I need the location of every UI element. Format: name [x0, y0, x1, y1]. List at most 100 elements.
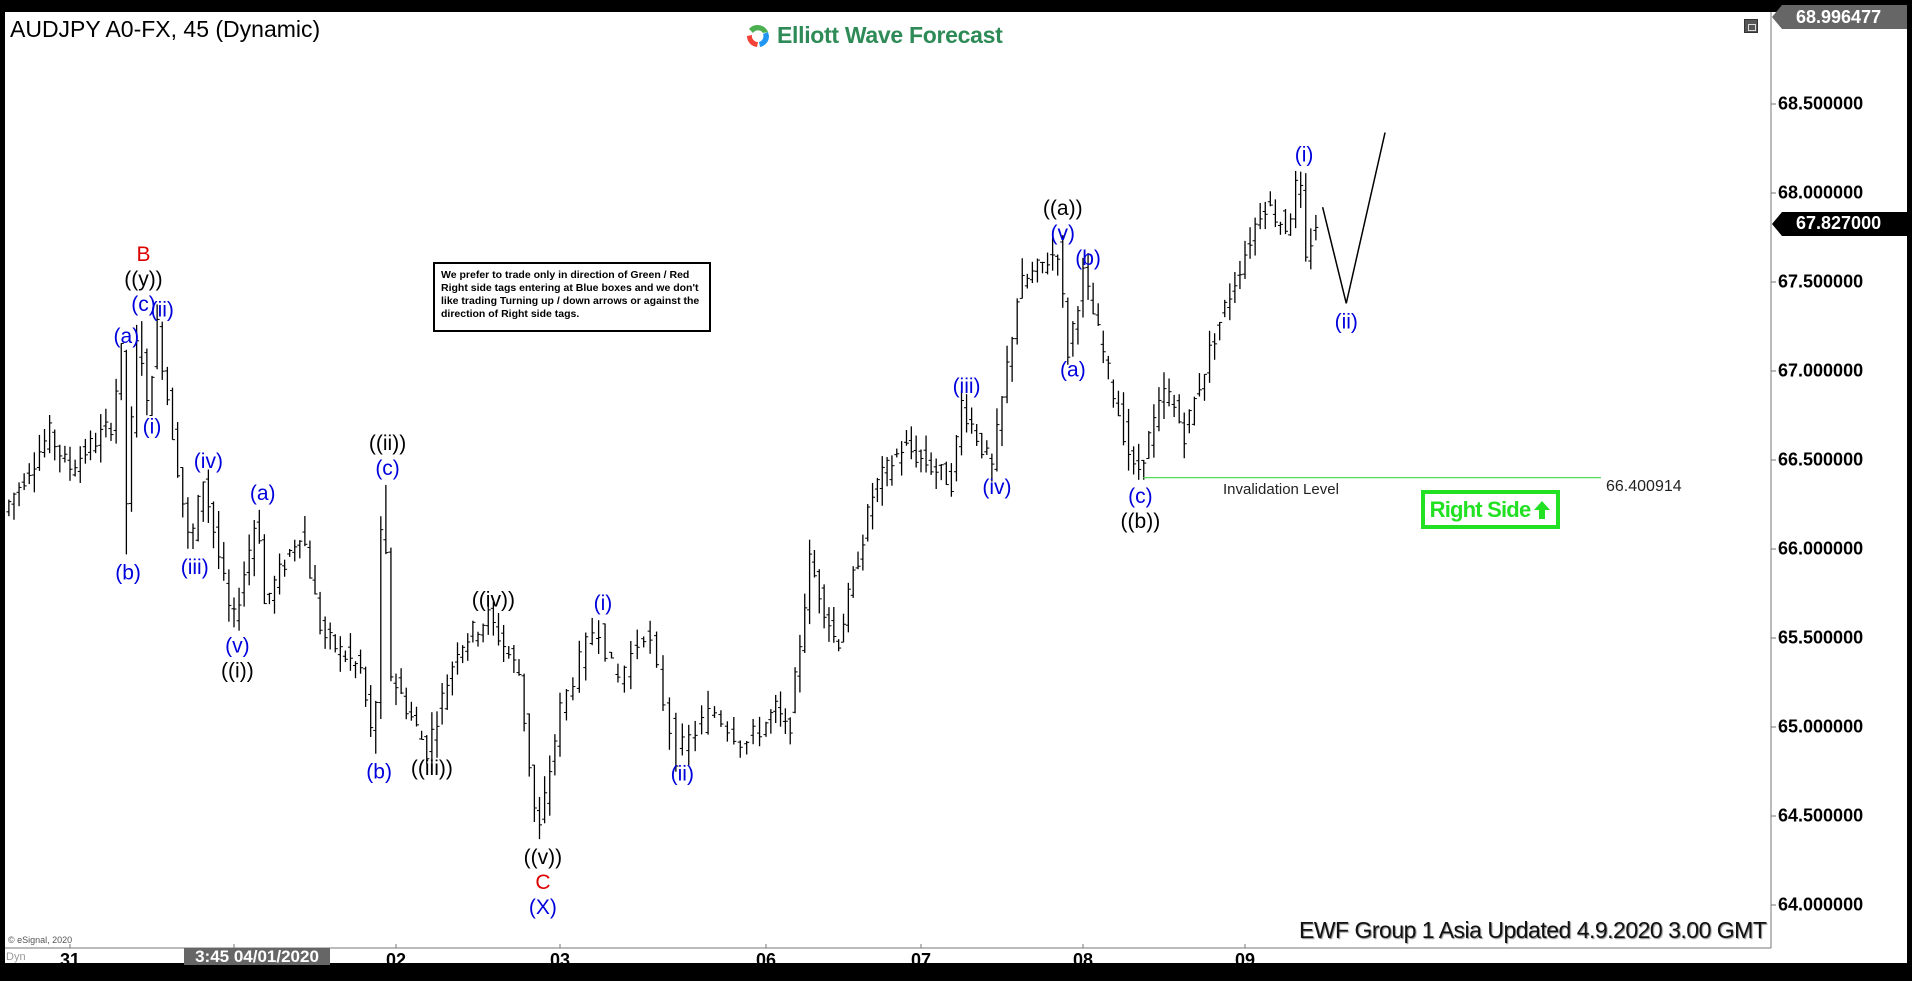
ohlc-bar — [787, 717, 793, 745]
ohlc-bar — [1303, 173, 1309, 262]
ohlc-bar — [589, 617, 595, 646]
ohlc-bar — [297, 540, 303, 559]
update-footer: EWF Group 1 Asia Updated 4.9.2020 3.00 G… — [1299, 917, 1767, 943]
ohlc-bar — [241, 561, 247, 607]
ohlc-bar — [1024, 273, 1030, 289]
ohlc-bar — [327, 622, 333, 650]
ohlc-bar — [1176, 394, 1182, 424]
arrow-up-icon — [1534, 500, 1551, 519]
ohlc-bar — [1232, 272, 1238, 303]
ohlc-bar — [811, 550, 817, 578]
ohlc-bar — [1262, 201, 1268, 230]
price-tick-label: 66.500000 — [1778, 449, 1864, 470]
ohlc-bar — [342, 650, 348, 663]
ohlc-bar — [383, 484, 389, 555]
ohlc-bar — [879, 456, 885, 506]
ohlc-bar — [802, 593, 808, 653]
price-tick-label: 64.000000 — [1778, 894, 1864, 915]
ohlc-bar — [1040, 261, 1045, 274]
ohlc-bar — [424, 735, 430, 765]
price-tick-label: 67.000000 — [1778, 360, 1864, 381]
ohlc-bar — [205, 469, 211, 523]
ohlc-bar — [903, 430, 909, 446]
ohlc-bar — [1126, 408, 1132, 471]
ohlc-bar — [31, 452, 37, 493]
ohlc-bar — [52, 429, 58, 461]
restore-window-icon[interactable] — [1744, 19, 1758, 33]
ohlc-bar — [686, 724, 692, 766]
wave-label: (ii) — [1335, 310, 1358, 333]
ohlc-bar — [1009, 336, 1015, 382]
ohlc-bar — [368, 685, 374, 737]
ohlc-bar — [26, 463, 32, 485]
ohlc-bar — [1156, 387, 1162, 432]
ohlc-bar — [1202, 373, 1207, 401]
ohlc-bar — [1313, 214, 1319, 241]
price-tick-label: 65.500000 — [1778, 627, 1864, 648]
wave-label: (a) — [250, 482, 276, 505]
ohlc-bar — [933, 458, 939, 490]
ohlc-bar — [1247, 227, 1253, 259]
ohlc-bar — [1060, 235, 1066, 308]
ohlc-bar — [979, 432, 985, 459]
ohlc-bar — [826, 607, 832, 642]
ohlc-bar — [72, 459, 78, 477]
ohlc-bar — [782, 708, 788, 734]
copyright: © eSignal, 2020 — [8, 935, 73, 945]
ohlc-bar — [1237, 260, 1243, 290]
ohlc-bar — [511, 645, 517, 673]
wave-label: ((v)) — [524, 846, 562, 869]
ohlc-bar — [1272, 199, 1278, 228]
ohlc-bar — [1196, 373, 1202, 397]
ohlc-bar — [149, 375, 155, 416]
ohlc-bar — [261, 534, 267, 605]
price-tick-label: 64.500000 — [1778, 805, 1864, 826]
ohlc-bar — [1146, 430, 1152, 459]
ohlc-bar — [807, 539, 813, 625]
ohlc-bar — [429, 712, 435, 768]
wave-label: ((iii)) — [411, 757, 453, 780]
ohlc-bar — [1004, 345, 1010, 404]
ohlc-bar — [1131, 446, 1137, 475]
ohlc-bar — [16, 482, 22, 507]
ohlc-bar — [444, 674, 450, 710]
ohlc-bar — [434, 711, 440, 758]
wave-label: ((ii)) — [369, 432, 406, 455]
ohlc-bar — [526, 713, 532, 777]
ohlc-bar — [282, 559, 288, 577]
ohlc-bar — [408, 701, 414, 721]
ohlc-bar — [596, 620, 602, 654]
ohlc-bar — [287, 549, 293, 557]
ohlc-bar — [475, 631, 481, 647]
ohlc-bar — [870, 482, 876, 530]
ohlc-bar — [1227, 283, 1233, 321]
ohlc-bar — [123, 349, 129, 555]
ohlc-bar — [841, 613, 846, 643]
ohlc-bar — [455, 642, 460, 675]
wave-label: (i) — [143, 415, 162, 438]
wave-label: (c) — [375, 457, 400, 480]
ohlc-bar — [490, 601, 496, 636]
ohlc-bar — [449, 661, 455, 696]
ohlc-bar — [1136, 443, 1142, 480]
ohlc-bar — [628, 640, 634, 690]
ohlc-bar — [516, 659, 522, 676]
ohlc-bar — [894, 448, 900, 458]
dynamic-toggle[interactable]: Dyn — [6, 951, 26, 963]
ohlc-bar — [570, 677, 576, 701]
ohlc-bar — [821, 584, 827, 629]
price-tick-label: 68.500000 — [1778, 93, 1864, 114]
ohlc-bar — [129, 406, 134, 512]
ohlc-bar — [953, 435, 959, 482]
ohlc-bar — [332, 634, 338, 653]
ohlc-bar — [660, 655, 666, 711]
ohlc-bar — [974, 424, 980, 446]
ohlc-bar — [36, 434, 42, 471]
ohlc-bar — [307, 540, 313, 579]
ohlc-bar — [989, 453, 995, 482]
ohlc-bar — [460, 645, 466, 664]
ohlc-bar — [1095, 303, 1101, 326]
chart-title: AUDJPY A0-FX, 45 (Dynamic) — [10, 16, 321, 42]
wave-label: (v) — [1051, 222, 1076, 245]
